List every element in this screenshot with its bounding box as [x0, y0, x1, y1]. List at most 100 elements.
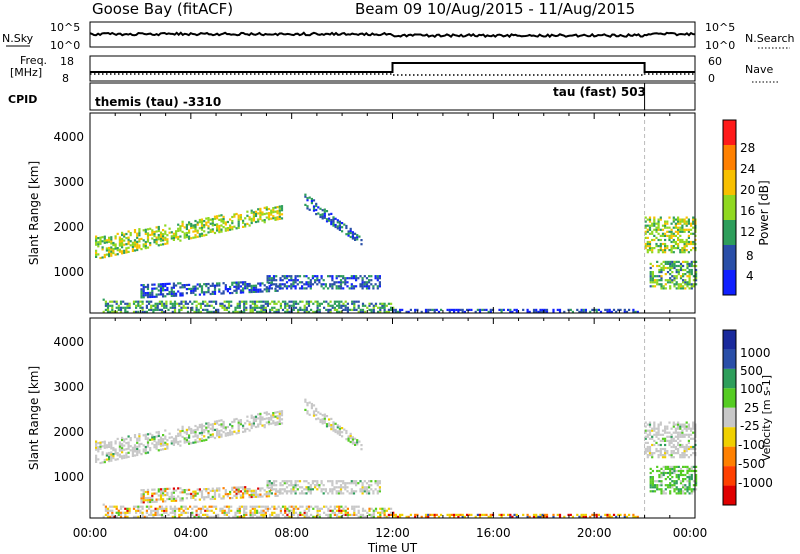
- power-echo-cell: [346, 281, 349, 284]
- velocity-echo-cell: [166, 487, 169, 490]
- power-echo-cell: [347, 232, 350, 235]
- power-echo-cell: [250, 209, 253, 212]
- power-echo-cell: [278, 211, 281, 214]
- power-echo-cell: [194, 226, 197, 229]
- power-echo-cell: [690, 262, 693, 265]
- velocity-echo-cell: [233, 490, 236, 493]
- velocity-echo-cell: [106, 509, 110, 512]
- velocity-echo-cell: [662, 473, 665, 477]
- velocity-echo-cell: [276, 494, 279, 497]
- velocity-echo-cell: [150, 505, 153, 508]
- velocity-echo-cell: [649, 471, 652, 475]
- velocity-echo-cell: [528, 515, 531, 518]
- velocity-echo-cell: [146, 433, 150, 436]
- velocity-echo-cell: [158, 505, 161, 508]
- velocity-echo-cell: [231, 431, 234, 434]
- velocity-echo-cell: [198, 498, 201, 501]
- velocity-echo-cell: [352, 482, 356, 485]
- power-echo-cell: [264, 310, 267, 313]
- velocity-echo-cell: [194, 431, 197, 434]
- power-echo-cell: [154, 302, 157, 305]
- power-echo-cell: [690, 232, 693, 235]
- velocity-echo-cell: [301, 486, 304, 489]
- velocity-echo-cell: [230, 509, 233, 512]
- power-echo-cell: [688, 275, 691, 278]
- velocity-echo-cell: [279, 490, 282, 493]
- power-echo-cell: [664, 226, 667, 229]
- power-echo-cell: [280, 217, 284, 220]
- velocity-echo-cell: [198, 426, 201, 429]
- power-echo-cell: [213, 292, 217, 295]
- velocity-echo-cell: [333, 488, 336, 491]
- power-echo-cell: [140, 290, 143, 293]
- power-echo-cell: [684, 287, 687, 290]
- velocity-echo-cell: [263, 411, 266, 414]
- velocity-echo-cell: [457, 513, 460, 516]
- power-echo-cell: [190, 287, 193, 290]
- power-echo-cell: [207, 227, 210, 230]
- power-echo-cell: [385, 304, 388, 307]
- power-echo-cell: [685, 220, 688, 223]
- velocity-echo-cell: [203, 498, 206, 501]
- velocity-echo-cell: [198, 440, 201, 443]
- power-echo-cell: [191, 306, 194, 309]
- power-echo-cell: [191, 302, 194, 305]
- power-echo-cell: [162, 289, 165, 292]
- velocity-echo-cell: [329, 488, 332, 491]
- velocity-echo-cell: [648, 454, 652, 457]
- power-echo-cell: [172, 284, 175, 287]
- velocity-echo-cell: [151, 492, 154, 495]
- power-echo-cell: [243, 310, 246, 313]
- nsky-label: N.Sky: [2, 32, 34, 45]
- velocity-echo-cell: [105, 446, 108, 449]
- velocity-echo-cell: [264, 507, 267, 510]
- velocity-echo-cell: [359, 488, 362, 491]
- velocity-echo-cell: [136, 445, 139, 448]
- power-echo-cell: [687, 230, 690, 233]
- velocity-echo-cell: [376, 480, 379, 483]
- power-echo-cell: [110, 236, 113, 239]
- power-echo-cell: [244, 281, 247, 284]
- velocity-echo-cell: [181, 429, 184, 432]
- power-echo-cell: [149, 242, 152, 245]
- velocity-echo-cell: [159, 448, 163, 451]
- power-echo-cell: [145, 304, 148, 307]
- power-echo-cell: [682, 285, 685, 288]
- power-echo-cell: [351, 300, 354, 303]
- velocity-echo-cell: [365, 490, 369, 493]
- velocity-echo-cell: [673, 480, 676, 483]
- velocity-echo-cell: [671, 484, 674, 487]
- power-echo-cell: [95, 249, 98, 252]
- power-echo-cell: [285, 287, 289, 290]
- velocity-echo-cell: [250, 493, 253, 497]
- power-echo-cell: [246, 222, 249, 225]
- power-echo-cell: [695, 275, 698, 278]
- velocity-echo-cell: [686, 480, 689, 483]
- power-echo-cell: [200, 285, 204, 288]
- velocity-echo-cell: [290, 509, 293, 512]
- power-echo-cell: [195, 304, 198, 307]
- velocity-echo-cell: [364, 509, 367, 512]
- power-echo-cell: [330, 219, 333, 222]
- velocity-echo-cell: [671, 476, 674, 479]
- velocity-echo-cell: [500, 515, 503, 518]
- power-echo-cell: [111, 308, 114, 311]
- power-echo-cell: [374, 275, 377, 278]
- power-echo-cell: [648, 218, 652, 221]
- power-echo-cell: [325, 218, 329, 221]
- power-echo-cell: [206, 308, 209, 311]
- velocity-echo-cell: [190, 496, 193, 500]
- power-echo-cell: [323, 210, 326, 213]
- velocity-echo-cell: [695, 488, 698, 491]
- power-echo-cell: [625, 310, 629, 313]
- power-echo-cell: [334, 217, 337, 220]
- velocity-echo-cell: [204, 505, 207, 508]
- power-echo-cell: [363, 281, 366, 284]
- velocity-echo-cell: [250, 424, 253, 427]
- power-echo-cell: [95, 235, 98, 238]
- velocity-echo-cell: [275, 490, 278, 493]
- power-echo-cell: [671, 264, 674, 268]
- power-echo-cell: [170, 235, 173, 238]
- velocity-echo-cell: [342, 482, 345, 485]
- power-echo-cell: [190, 224, 193, 228]
